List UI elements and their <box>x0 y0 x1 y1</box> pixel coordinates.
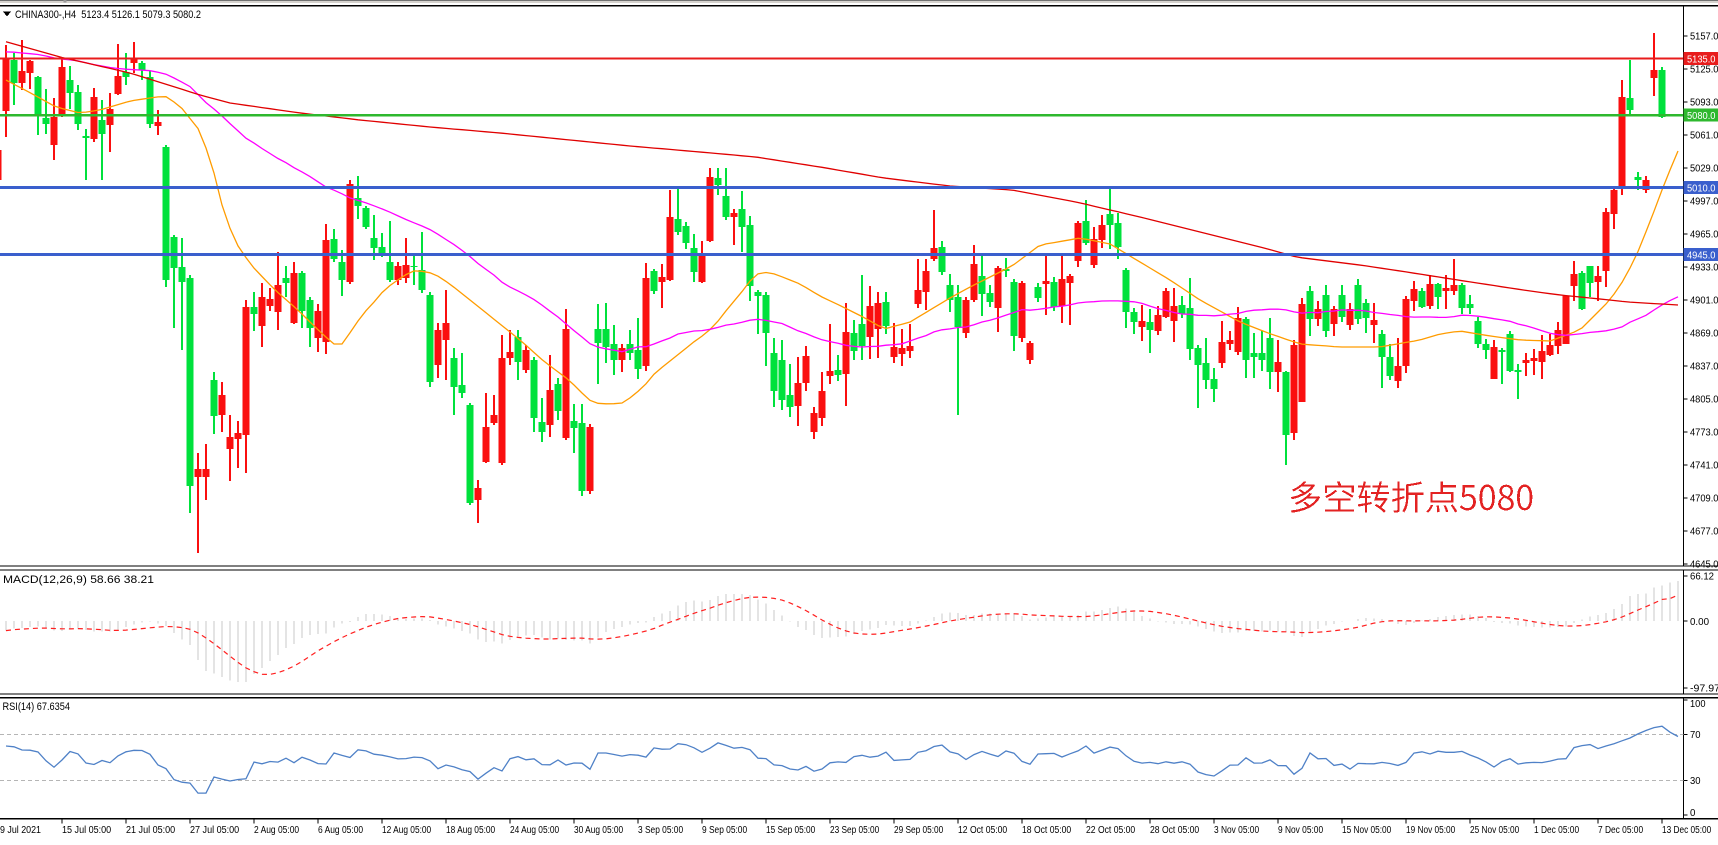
svg-text:-97.97: -97.97 <box>1690 684 1718 695</box>
svg-text:0.00: 0.00 <box>1690 617 1709 628</box>
svg-text:25 Nov 05:00: 25 Nov 05:00 <box>1470 825 1520 836</box>
svg-text:4945.0: 4945.0 <box>1687 250 1716 261</box>
svg-text:22 Oct 05:00: 22 Oct 05:00 <box>1086 825 1136 836</box>
svg-text:12 Oct 05:00: 12 Oct 05:00 <box>958 825 1008 836</box>
svg-text:12 Aug 05:00: 12 Aug 05:00 <box>382 825 432 836</box>
svg-text:23 Sep 05:00: 23 Sep 05:00 <box>830 825 880 836</box>
svg-text:9 Nov 05:00: 9 Nov 05:00 <box>1278 825 1323 836</box>
svg-text:4997.0: 4997.0 <box>1690 197 1718 208</box>
svg-text:29 Sep 05:00: 29 Sep 05:00 <box>894 825 944 836</box>
svg-text:MACD(12,26,9) 58.66 38.21: MACD(12,26,9) 58.66 38.21 <box>3 574 154 586</box>
svg-text:28 Oct 05:00: 28 Oct 05:00 <box>1150 825 1200 836</box>
svg-text:18 Oct 05:00: 18 Oct 05:00 <box>1022 825 1072 836</box>
svg-text:5093.0: 5093.0 <box>1690 98 1718 109</box>
svg-text:4837.0: 4837.0 <box>1690 362 1718 373</box>
svg-text:30 Aug 05:00: 30 Aug 05:00 <box>574 825 624 836</box>
svg-text:1 Dec 05:00: 1 Dec 05:00 <box>1534 825 1579 836</box>
svg-text:4773.0: 4773.0 <box>1690 428 1718 439</box>
svg-text:24 Aug 05:00: 24 Aug 05:00 <box>510 825 560 836</box>
svg-text:5080.0: 5080.0 <box>1687 111 1716 122</box>
svg-text:70: 70 <box>1690 730 1701 741</box>
svg-text:5135.0: 5135.0 <box>1687 54 1716 65</box>
svg-text:27 Jul 05:00: 27 Jul 05:00 <box>190 825 240 836</box>
svg-text:3 Sep 05:00: 3 Sep 05:00 <box>638 825 683 836</box>
svg-text:5157.0: 5157.0 <box>1690 32 1718 43</box>
svg-text:4965.0: 4965.0 <box>1690 230 1718 241</box>
svg-text:18 Aug 05:00: 18 Aug 05:00 <box>446 825 496 836</box>
svg-text:7 Dec 05:00: 7 Dec 05:00 <box>1598 825 1643 836</box>
svg-text:13 Dec 05:00: 13 Dec 05:00 <box>1662 825 1712 836</box>
svg-text:4645.0: 4645.0 <box>1690 560 1718 571</box>
svg-text:66.12: 66.12 <box>1690 572 1714 583</box>
svg-text:4677.0: 4677.0 <box>1690 527 1718 538</box>
svg-text:4933.0: 4933.0 <box>1690 263 1718 274</box>
svg-text:3 Nov 05:00: 3 Nov 05:00 <box>1214 825 1259 836</box>
svg-text:CHINA300-,H4 5123.4 5126.1 50: CHINA300-,H4 5123.4 5126.1 5079.3 5080.2 <box>15 9 201 21</box>
svg-text:15 Nov 05:00: 15 Nov 05:00 <box>1342 825 1392 836</box>
svg-text:30: 30 <box>1690 776 1701 787</box>
svg-text:100: 100 <box>1690 699 1706 710</box>
svg-text:4901.0: 4901.0 <box>1690 296 1718 307</box>
svg-text:4741.0: 4741.0 <box>1690 461 1718 472</box>
svg-text:RSI(14) 67.6354: RSI(14) 67.6354 <box>3 701 71 713</box>
svg-text:15 Sep 05:00: 15 Sep 05:00 <box>766 825 816 836</box>
svg-text:5029.0: 5029.0 <box>1690 164 1718 175</box>
svg-text:2 Aug 05:00: 2 Aug 05:00 <box>254 825 299 836</box>
svg-text:5125.0: 5125.0 <box>1690 65 1718 76</box>
svg-text:5010.0: 5010.0 <box>1687 183 1716 194</box>
svg-text:5061.0: 5061.0 <box>1690 131 1718 142</box>
svg-text:4869.0: 4869.0 <box>1690 329 1718 340</box>
svg-text:21 Jul 05:00: 21 Jul 05:00 <box>126 825 176 836</box>
svg-text:6 Aug 05:00: 6 Aug 05:00 <box>318 825 363 836</box>
svg-text:15 Jul 05:00: 15 Jul 05:00 <box>62 825 112 836</box>
svg-text:9 Jul 2021: 9 Jul 2021 <box>0 825 41 836</box>
svg-text:4805.0: 4805.0 <box>1690 395 1718 406</box>
svg-text:9 Sep 05:00: 9 Sep 05:00 <box>702 825 747 836</box>
svg-text:4709.0: 4709.0 <box>1690 494 1718 505</box>
svg-text:19 Nov 05:00: 19 Nov 05:00 <box>1406 825 1456 836</box>
svg-text:0: 0 <box>1690 808 1696 819</box>
